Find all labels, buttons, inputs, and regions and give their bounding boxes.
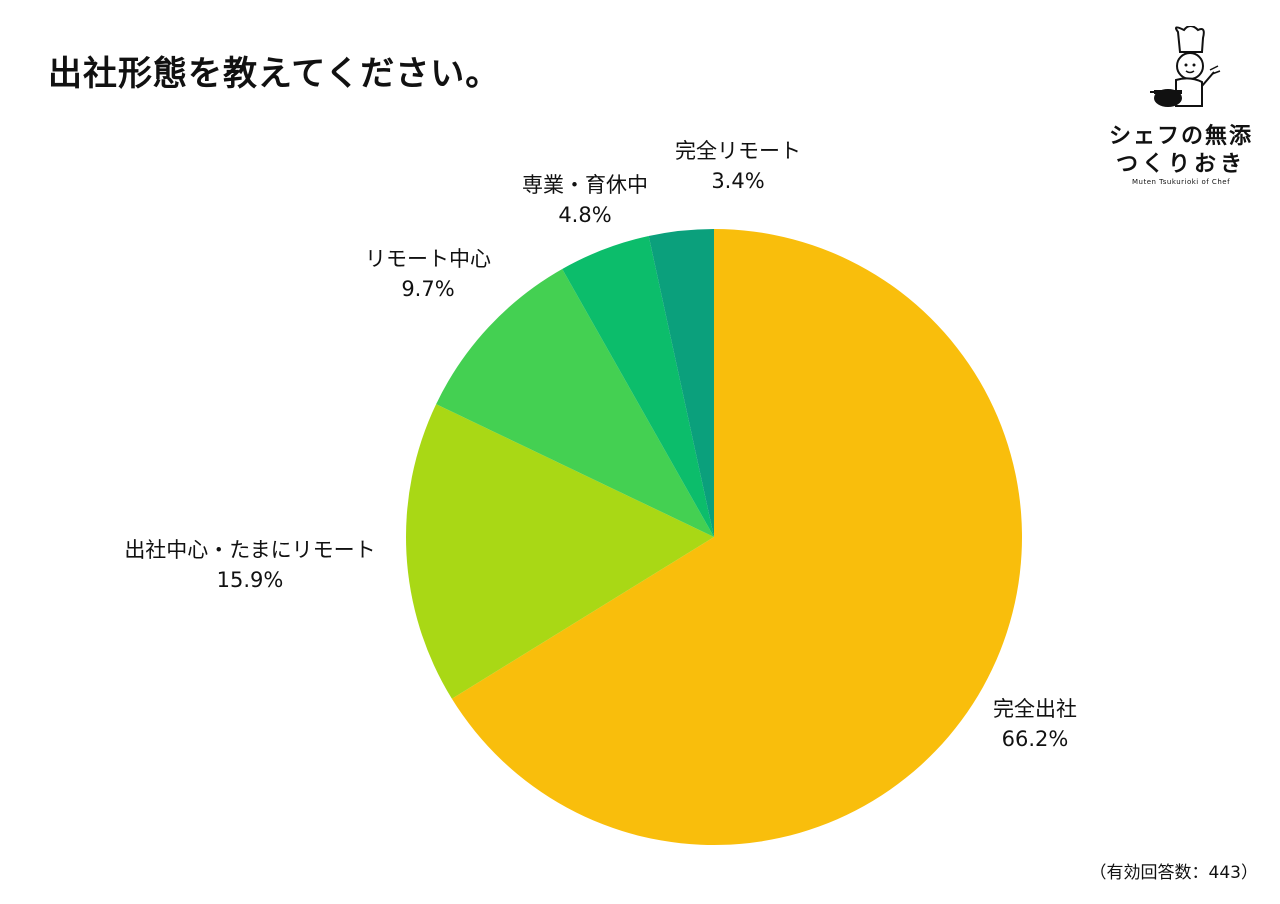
slice-label-5: 完全リモート xyxy=(675,139,801,163)
pie-labels: 完全出社 66.2% 出社中心・たまにリモート 15.9% リモート中心 9.7% 専業・育… xyxy=(124,139,1077,751)
pie-slice-2 xyxy=(405,404,714,699)
slice-value-4: 4.8% xyxy=(558,203,611,227)
slice-value-5: 3.4% xyxy=(711,169,764,193)
chef-logo: シェフの無添 つくりおき Muten Tsukurioki of Chef xyxy=(1106,25,1256,196)
chef-mascot-icon xyxy=(1150,25,1221,107)
logo-line-1: シェフの無添 xyxy=(1108,124,1253,149)
slice-label-2: 出社中心・たまにリモート xyxy=(124,538,375,562)
slice-value-1: 66.2% xyxy=(1002,727,1069,751)
pie-slice-1 xyxy=(451,229,1022,845)
slice-value-2: 15.9% xyxy=(217,568,284,592)
logo-line-3: Muten Tsukurioki of Chef xyxy=(1131,178,1231,186)
slice-label-3: リモート中心 xyxy=(365,247,491,271)
slice-label-1: 完全出社 xyxy=(993,697,1077,721)
pie-slice-4 xyxy=(562,236,714,537)
pie-slice-3 xyxy=(436,268,714,537)
slice-value-3: 9.7% xyxy=(401,277,454,301)
slice-label-4: 専業・育休中 xyxy=(522,173,648,197)
response-count-note: （有効回答数：443） xyxy=(1089,863,1258,883)
logo-line-2: つくりおき xyxy=(1115,152,1246,177)
pie-slices xyxy=(405,228,1022,845)
chart-title: 出社形態を教えてください。 xyxy=(48,54,501,94)
pie-slice-5 xyxy=(648,228,714,537)
